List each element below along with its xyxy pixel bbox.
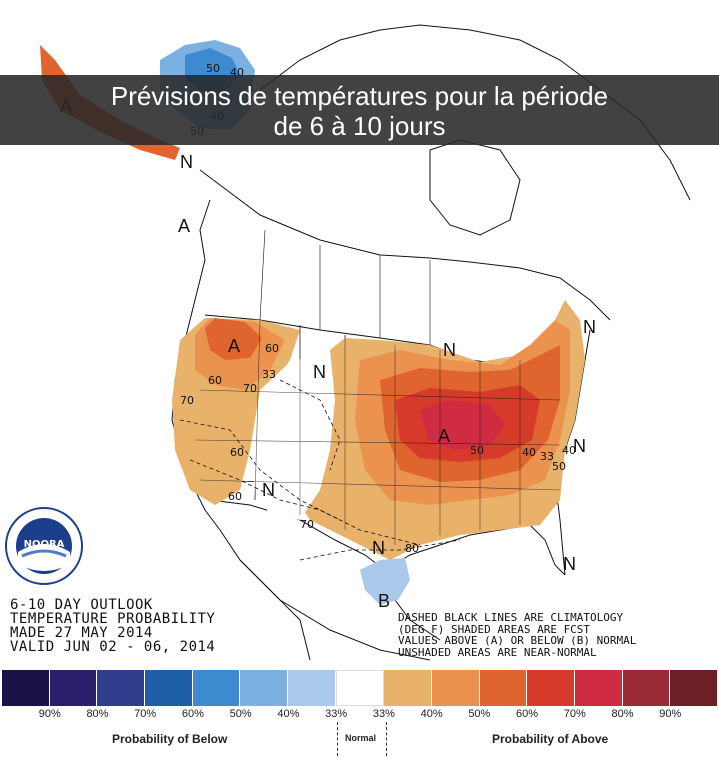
legend-label-7: 33% [372,708,395,720]
legend-swatch-10 [479,670,528,706]
contour-label-12: 33 [540,450,554,463]
legend-swatch-12 [575,670,623,706]
contour-label-10: 50 [470,444,484,457]
legend-notes: DASHED BLACK LINES ARE CLIMATOLOGY (DEG … [398,612,636,658]
logo-text: NOORA [24,539,65,550]
note-line-3: VALUES ABOVE (A) OR BELOW (B) NORMAL [398,634,637,647]
texas-below-shading [360,558,410,605]
texas-normal-label: N [372,538,385,558]
outlook-info: 6-10 DAY OUTLOOK TEMPERATURE PROBABILITY… [10,598,215,654]
probability-below-caption: Probability of Below [112,732,228,746]
contour-label-11: 40 [522,446,536,459]
legend-swatch-7 [335,670,385,706]
legend-label-9: 50% [468,708,491,720]
mexico-coast [239,559,431,661]
contour-label-17: 80 [405,542,419,555]
legend-swatch-3 [145,670,193,706]
legend-swatch-4 [192,670,241,706]
contour-label-3: 70 [243,382,257,395]
us-above-80-core [420,400,505,450]
note-line-1: DASHED BLACK LINES ARE CLIMATOLOGY [398,611,624,624]
us-mexico-border [209,499,386,571]
title-banner: Prévisions de températures pour la pério… [0,75,719,145]
florida-normal-label: N [563,554,576,574]
note-line-2: (DEG F) SHADED AREAS ARE FCST [398,622,591,636]
midwest-above-label: A [438,426,450,446]
contour-label-15: 60 [228,490,242,503]
info-line-2: TEMPERATURE PROBABILITY [10,611,216,627]
legend-swatch-8 [384,670,433,706]
legend-swatch-9 [432,670,480,706]
contour-label-13: 40 [562,444,576,457]
canada-border [199,169,611,321]
legend-label-11: 70% [563,708,586,720]
bc-above-label: A [178,216,190,236]
province-lines [259,229,431,345]
outlook-map: A N A A N N A N N N N N B 40506070334050… [40,24,691,661]
legend-swatch-0 [2,670,50,706]
noaa-logo: NOORA [5,507,83,585]
northwest-above-label: A [228,336,240,356]
contour-label-8: 70 [180,394,194,407]
legend-label-12: 80% [611,708,634,720]
alaska-normal-label: N [180,152,193,172]
texas-below-label: B [378,591,390,611]
climatology-line-1 [179,419,341,521]
hudson-bay [429,139,521,236]
us-above-60-west [205,318,262,360]
contour-label-7: 60 [208,374,222,387]
legend-label-13: 90% [659,708,682,720]
rockies-normal-label: N [313,362,326,382]
legend-swatch-13 [622,670,671,706]
legend-swatch-11 [527,670,576,706]
legend-label-0: 90% [38,708,61,720]
legend-percent-labels: 90% 80% 70% 60% 50% 40% 33% 33% 40% 50% 60% 70% 80% 9… [26,706,694,722]
contour-label-9: 60 [230,446,244,459]
maine-normal-label: N [583,317,596,337]
legend-swatch-6 [288,670,336,706]
legend-label-8: 40% [420,708,443,720]
normal-divider-left [337,722,338,756]
legend-swatch-14 [670,670,719,706]
info-line-4: VALID JUN 02 - 06, 2014 [10,639,216,655]
legend-label-10: 60% [516,708,539,720]
contour-label-2: 60 [265,342,279,355]
info-line-1: 6-10 DAY OUTLOOK [10,597,153,613]
greatlakes-normal-label: N [443,340,456,360]
legend-label-5: 40% [277,708,300,720]
legend-label-4: 50% [229,708,252,720]
legend-label-1: 80% [86,708,109,720]
probability-above-caption: Probability of Above [492,732,609,746]
legend-swatch-2 [97,670,146,706]
contour-label-14: 50 [552,460,566,473]
note-line-4: UNSHADED AREAS ARE NEAR-NORMAL [398,645,597,659]
legend-swatch-5 [240,670,289,706]
near-normal-west [250,350,335,520]
legend-color-scale [2,670,719,706]
normal-divider-right [386,722,387,756]
climatology-line-2 [189,459,421,546]
info-line-3: MADE 27 MAY 2014 [10,625,153,641]
legend-label-6: 33% [325,708,348,720]
title-line-1: Prévisions de températures pour la pério… [110,81,609,111]
southwest-normal-label: N [262,480,275,500]
legend-swatch-1 [49,670,98,706]
legend-label-3: 60% [181,708,204,720]
contour-label-16: 70 [300,518,314,531]
atlantic-normal-label: N [573,436,586,456]
contour-label-6: 50 [206,62,220,75]
normal-caption: Normal [345,733,377,743]
legend-label-2: 70% [134,708,157,720]
contour-label-4: 33 [262,368,276,381]
climatology-line-3 [279,379,341,471]
title-line-2: de 6 à 10 jours [273,111,446,141]
